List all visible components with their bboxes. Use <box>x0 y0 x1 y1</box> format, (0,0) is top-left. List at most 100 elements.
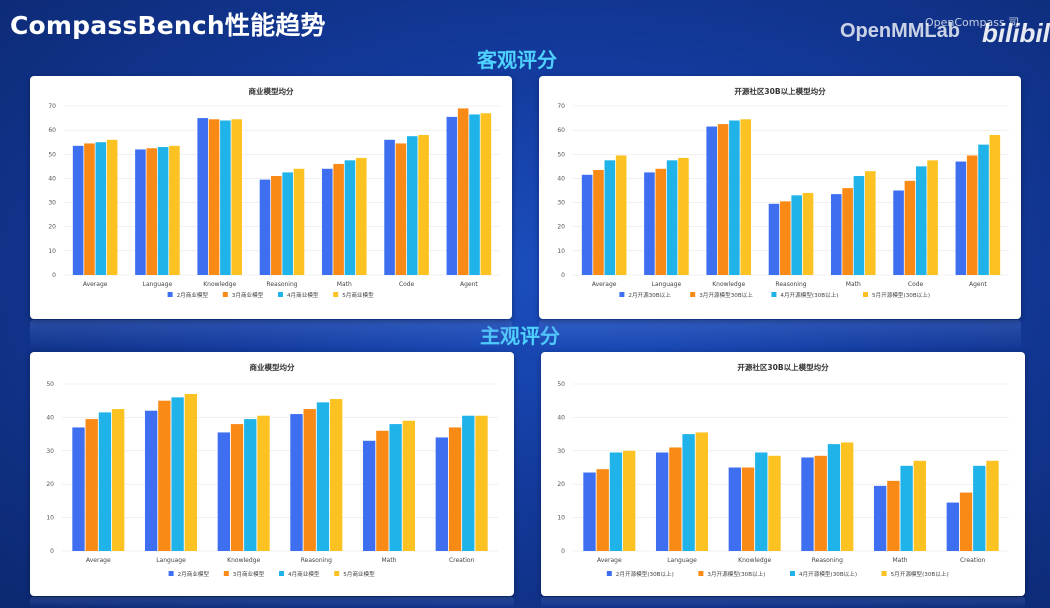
bar <box>85 419 98 551</box>
x-tick-label: Reasoning <box>812 557 843 564</box>
bar <box>135 149 146 275</box>
x-tick-label: Average <box>592 281 617 288</box>
y-tick-label: 20 <box>557 224 565 231</box>
bar <box>95 142 107 275</box>
bar <box>729 120 740 275</box>
bar <box>893 190 904 275</box>
legend-swatch <box>167 292 173 297</box>
legend-label: 2月商业模型 <box>178 570 210 578</box>
bar <box>946 502 960 551</box>
bar <box>290 414 303 551</box>
bar <box>768 203 780 275</box>
bar <box>303 409 316 551</box>
bar <box>986 460 999 551</box>
x-tick-label: Math <box>892 557 907 564</box>
bar <box>989 134 1001 275</box>
legend-label: 4月商业模型 <box>287 291 319 299</box>
x-tick-label: Language <box>156 557 186 564</box>
chart-objective-opensource: 开源社区30B以上模型均分 0 10 20 30 40 50 60 70 Average Langu… <box>557 86 1009 299</box>
y-tick-label: 20 <box>46 481 54 488</box>
x-tick-label: Code <box>399 281 415 288</box>
bar <box>333 163 344 275</box>
bar <box>376 430 389 551</box>
bar <box>966 155 978 275</box>
legend-label: 5月商业模型 <box>342 291 374 299</box>
legend-label: 5月开源模型(30B以上) <box>891 570 949 578</box>
bar <box>144 410 158 551</box>
bar <box>146 148 158 275</box>
y-tick-label: 0 <box>52 272 56 279</box>
legend-swatch <box>619 292 625 297</box>
bar <box>469 114 480 275</box>
y-tick-label: 60 <box>48 127 56 134</box>
x-tick-label: Average <box>86 557 111 564</box>
x-tick-label: Knowledge <box>227 557 260 564</box>
panel-reflection <box>30 320 512 350</box>
bar <box>98 412 112 551</box>
bar <box>780 201 791 275</box>
bar <box>802 192 814 275</box>
y-tick-label: 40 <box>46 414 54 421</box>
bar <box>615 155 627 275</box>
x-tick-label: Knowledge <box>712 281 745 288</box>
bar <box>448 427 462 551</box>
bar <box>801 457 814 551</box>
x-tick-label: Creation <box>960 557 986 564</box>
chart-subjective-commercial: 商业模型均分 0 10 20 30 40 50 Average Language Knowledg… <box>46 362 498 578</box>
legend-label: 2月开源30B以上 <box>628 291 671 299</box>
bar <box>231 119 243 276</box>
y-tick-label: 70 <box>48 103 56 110</box>
legend-label: 5月商业模型 <box>343 570 375 578</box>
bar <box>402 420 416 551</box>
x-tick-label: Language <box>667 557 697 564</box>
panel-reflection <box>541 597 1025 608</box>
bar <box>259 179 271 275</box>
x-tick-label: Math <box>381 557 396 564</box>
section-objective-title: 客观评分 <box>477 48 557 72</box>
bar <box>717 124 729 275</box>
legend-label: 3月开源模型(30B以上) <box>707 570 765 578</box>
bar <box>244 419 257 551</box>
y-tick-label: 10 <box>557 515 565 522</box>
y-tick-label: 20 <box>48 224 56 231</box>
legend-swatch <box>690 292 696 297</box>
chart-panel-objective-commercial: 商业模型均分 0 10 20 30 40 50 60 70 Average Language Know… <box>30 76 512 319</box>
bar <box>904 180 916 275</box>
y-tick-label: 10 <box>48 248 56 255</box>
bar <box>682 434 695 551</box>
bar <box>169 145 180 275</box>
x-tick-label: Knowledge <box>738 557 771 564</box>
bar <box>913 460 927 551</box>
legend-swatch <box>279 571 284 576</box>
legend-swatch <box>881 571 887 576</box>
bar <box>157 147 169 275</box>
bar <box>435 437 449 551</box>
legend-label: 4月商业模型 <box>288 570 320 578</box>
bar <box>344 160 356 275</box>
bar <box>106 139 118 275</box>
bar <box>355 157 367 275</box>
bar <box>329 399 343 551</box>
y-tick-label: 30 <box>557 200 565 207</box>
bar <box>814 455 827 551</box>
bar <box>293 168 305 275</box>
bar <box>389 424 402 551</box>
chart-panel-subjective-commercial: 商业模型均分 0 10 20 30 40 50 Average Language Knowledg… <box>30 352 514 596</box>
x-tick-label: Math <box>337 281 352 288</box>
y-tick-label: 30 <box>46 448 54 455</box>
y-tick-label: 50 <box>557 151 565 158</box>
bar <box>755 452 768 551</box>
x-tick-label: Creation <box>449 557 475 564</box>
bar <box>596 469 609 551</box>
y-tick-label: 0 <box>50 548 54 555</box>
bar <box>622 450 636 551</box>
bar <box>271 176 282 275</box>
chart-panel-objective-opensource: 开源社区30B以上模型均分 0 10 20 30 40 50 60 70 Average Langu… <box>539 76 1021 319</box>
bar <box>741 467 755 551</box>
bar <box>666 160 678 275</box>
bar <box>604 160 616 275</box>
bar <box>418 134 429 275</box>
bar <box>257 415 270 551</box>
bar <box>900 465 913 551</box>
page-title: CompassBench性能趋势 <box>10 11 326 40</box>
